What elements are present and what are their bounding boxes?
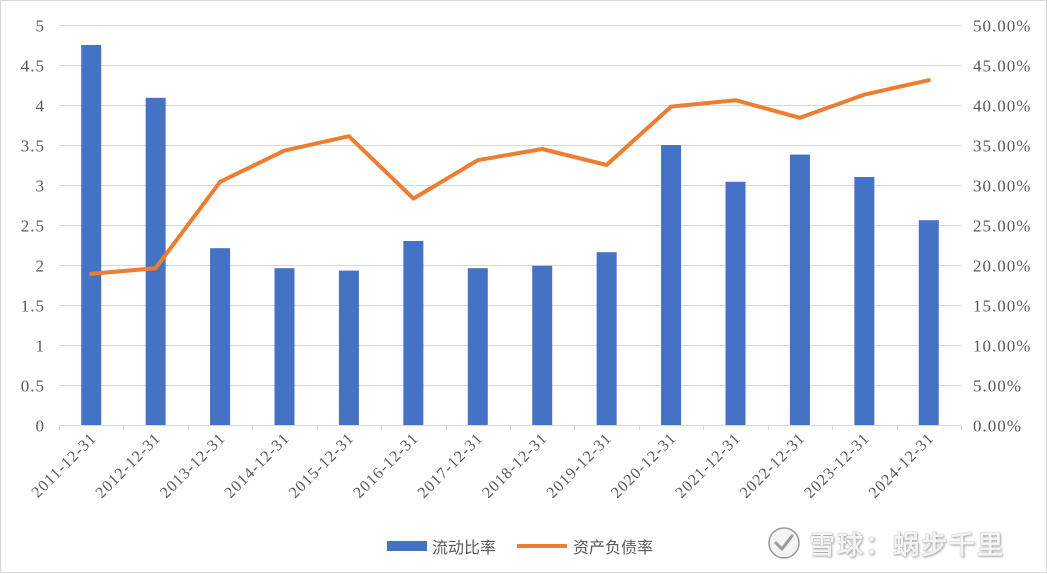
series-line	[89, 78, 931, 276]
bar	[918, 220, 939, 425]
x-axis-labels: 2011-12-312012-12-312013-12-312014-12-31…	[29, 430, 938, 502]
y-tick-label-right: 40.00%	[973, 97, 1031, 116]
bar	[467, 268, 488, 425]
x-tick-label: 2013-12-31	[157, 430, 229, 502]
bar	[403, 241, 424, 425]
y-tick-label-right: 10.00%	[973, 337, 1031, 356]
y-tick-label-left: 2.5	[21, 217, 45, 236]
gridlines	[59, 25, 961, 426]
bar	[725, 181, 746, 425]
x-tick-label: 2020-12-31	[608, 430, 680, 502]
x-tick-label: 2012-12-31	[93, 430, 165, 502]
bar	[661, 145, 682, 425]
y-tick-label-right: 20.00%	[973, 257, 1031, 276]
x-tick-label: 2017-12-31	[415, 430, 487, 502]
y-axis-right: 0.00% 5.00% 10.00% 15.00% 20.00% 25.00% 30.00%…	[973, 17, 1031, 436]
y-tick-label-left: 1.5	[21, 297, 45, 316]
bar	[789, 154, 810, 425]
y-tick-label-left: 5	[36, 17, 46, 36]
x-tick-label: 2018-12-31	[479, 430, 551, 502]
bar	[532, 265, 553, 425]
y-tick-label-right: 35.00%	[973, 137, 1031, 156]
y-tick-label-right: 5.00%	[973, 377, 1022, 396]
y-axis-left: 0 0.5 1 1.5 2 2.5 3 3.5 4 4.5 5	[21, 17, 46, 436]
x-tick-label: 2023-12-31	[801, 430, 873, 502]
x-tick-label: 2021-12-31	[672, 430, 744, 502]
legend-label-line-series: 资产负债率	[573, 538, 654, 557]
legend-swatch-bar	[387, 541, 427, 551]
x-tick-label: 2019-12-31	[544, 430, 616, 502]
watermark: 雪球：蜗步千里	[767, 523, 1005, 563]
line-series-group	[89, 78, 931, 276]
x-tick-label: 2016-12-31	[350, 430, 422, 502]
bar	[274, 268, 295, 425]
x-tick-label: 2015-12-31	[286, 430, 358, 502]
bar	[338, 270, 359, 425]
y-tick-label-left: 1	[36, 337, 46, 356]
y-tick-label-left: 0	[36, 417, 46, 436]
y-tick-label-left: 4	[36, 97, 46, 116]
y-tick-label-right: 30.00%	[973, 177, 1031, 196]
watermark-text: 雪球：蜗步千里	[809, 530, 1006, 561]
y-tick-label-right: 25.00%	[973, 217, 1031, 236]
bar	[81, 45, 102, 425]
bar	[210, 248, 231, 425]
y-tick-label-right: 0.00%	[973, 417, 1022, 436]
y-tick-label-left: 2	[36, 257, 46, 276]
y-tick-label-left: 3	[36, 177, 46, 196]
bar	[145, 97, 166, 426]
x-tick-label: 2024-12-31	[866, 430, 938, 502]
bar	[854, 177, 875, 425]
y-tick-label-left: 0.5	[21, 377, 45, 396]
snowball-logo-icon	[768, 527, 800, 559]
y-tick-label-left: 4.5	[21, 57, 45, 76]
y-tick-label-right: 50.00%	[973, 17, 1031, 36]
legend-swatch-line	[517, 544, 567, 548]
y-tick-label-right: 15.00%	[973, 297, 1031, 316]
x-axis	[59, 425, 962, 430]
legend-item-bar-series: 流动比率	[387, 534, 496, 558]
y-tick-label-left: 3.5	[21, 137, 45, 156]
bar	[596, 252, 617, 425]
y-tick-label-right: 45.00%	[973, 57, 1031, 76]
legend-label-bar-series: 流动比率	[432, 538, 497, 557]
x-tick-label: 2022-12-31	[737, 430, 809, 502]
legend-item-line-series: 资产负债率	[517, 534, 653, 558]
bar-series	[81, 45, 939, 426]
x-tick-label: 2011-12-31	[29, 430, 100, 501]
x-tick-label: 2014-12-31	[221, 430, 293, 502]
